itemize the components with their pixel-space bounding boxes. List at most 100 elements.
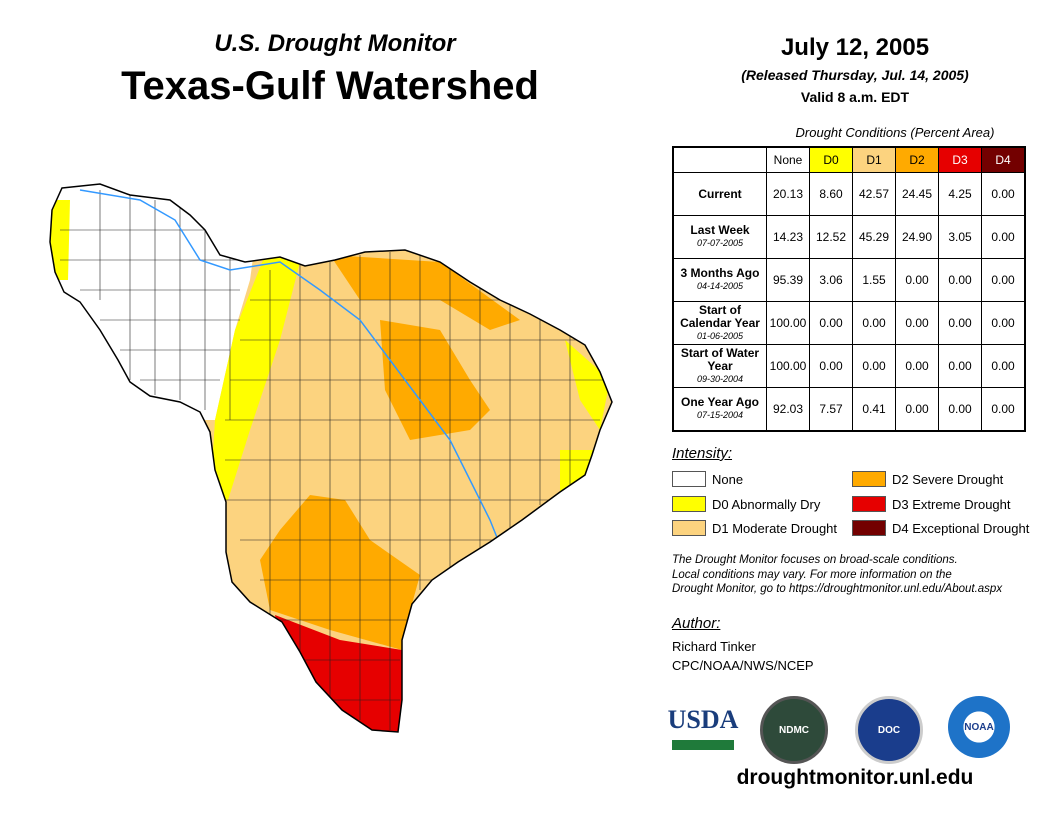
row-label-text: Last Week xyxy=(690,223,750,237)
row-label: Current xyxy=(672,172,767,216)
table-cell: 14.23 xyxy=(766,215,810,259)
table-row: Start of Calendar Year 01-06-2005 100.00 0.… xyxy=(672,301,1026,345)
release-date: (Released Thursday, Jul. 14, 2005) xyxy=(741,67,969,83)
table-cell: 0.00 xyxy=(981,215,1026,259)
drought-stats-table: None D0 D1 D2 D3 D4 Current 20.13 8.60 42.57 24.45… xyxy=(672,146,1026,432)
legend-label: D0 Abnormally Dry xyxy=(712,496,821,512)
page-title: Texas-Gulf Watershed xyxy=(121,64,539,108)
table-cell: 3.06 xyxy=(809,258,853,302)
legend-title: Intensity: xyxy=(672,445,733,462)
table-cell: 0.00 xyxy=(809,344,853,388)
table-cell: 3.05 xyxy=(938,215,982,259)
column-header: D0 xyxy=(809,146,853,173)
row-label-text: 3 Months Ago xyxy=(680,266,760,280)
legend-label: D1 Moderate Drought xyxy=(712,520,838,536)
column-header: D3 xyxy=(938,146,982,173)
row-date: 04-14-2005 xyxy=(696,281,744,291)
legend-item: D3 Extreme Drought xyxy=(852,496,1011,512)
table-cell: 0.00 xyxy=(895,387,939,432)
ndmc-logo: NDMC xyxy=(760,696,828,764)
valid-time: Valid 8 a.m. EDT xyxy=(800,89,910,105)
table-row: Last Week 07-07-2005 14.23 12.52 45.29 24.90 3… xyxy=(672,215,1026,259)
row-label: Start of Calendar Year 01-06-2005 xyxy=(672,301,767,345)
legend-item: D1 Moderate Drought xyxy=(672,520,837,536)
table-cell: 0.00 xyxy=(981,387,1026,432)
table-row: Start of Water Year 09-30-2004 100.00 0.00 0… xyxy=(672,344,1026,388)
author-info: Richard Tinker CPC/NOAA/NWS/NCEP xyxy=(672,637,814,675)
d0-area-east xyxy=(565,340,610,430)
legend-swatch xyxy=(852,471,886,487)
legend-swatch xyxy=(672,520,706,536)
table-cell: 8.60 xyxy=(809,172,853,216)
table-cell: 0.00 xyxy=(938,344,982,388)
table-cell: 4.25 xyxy=(938,172,982,216)
row-date: 07-07-2005 xyxy=(696,238,744,248)
row-label: Last Week 07-07-2005 xyxy=(672,215,767,259)
row-label: One Year Ago 07-15-2004 xyxy=(672,387,767,432)
table-cell: 100.00 xyxy=(766,344,810,388)
table-cell: 0.00 xyxy=(981,258,1026,302)
table-cell: 92.03 xyxy=(766,387,810,432)
legend-item: None xyxy=(672,471,743,487)
table-cell: 12.52 xyxy=(809,215,853,259)
table-cell: 0.41 xyxy=(852,387,896,432)
row-date: 01-06-2005 xyxy=(696,330,744,341)
table-row: Current 20.13 8.60 42.57 24.45 4.25 0.00 xyxy=(672,172,1026,216)
table-row: One Year Ago 07-15-2004 92.03 7.57 0.41 0.00 0… xyxy=(672,387,1026,432)
table-cell: 0.00 xyxy=(981,301,1026,345)
note-line: Local conditions may vary. For more info… xyxy=(672,568,952,581)
noaa-logo: NOAA xyxy=(948,696,1010,758)
table-cell: 0.00 xyxy=(895,344,939,388)
table-cell: 95.39 xyxy=(766,258,810,302)
table-cell: 24.45 xyxy=(895,172,939,216)
legend-label: D3 Extreme Drought xyxy=(892,496,1011,512)
row-date: 07-15-2004 xyxy=(696,410,744,420)
row-label-text: Start of Water Year xyxy=(680,345,760,373)
doc-logo: DOC xyxy=(855,696,923,764)
map-date: July 12, 2005 xyxy=(780,34,930,61)
table-cell: 0.00 xyxy=(981,344,1026,388)
column-header: D2 xyxy=(895,146,939,173)
note-line: The Drought Monitor focuses on broad-sca… xyxy=(672,554,958,566)
legend-label: D2 Severe Drought xyxy=(892,471,1004,487)
table-cell: 7.57 xyxy=(809,387,853,432)
row-label-text: Start of Calendar Year xyxy=(680,302,760,330)
legend-swatch xyxy=(852,496,886,512)
watershed-map xyxy=(49,183,613,733)
blank-cell xyxy=(673,147,767,173)
d0-area xyxy=(210,255,300,500)
legend-label: None xyxy=(712,471,744,487)
row-label-text: One Year Ago xyxy=(680,395,760,409)
table-cell: 100.00 xyxy=(766,301,810,345)
row-label: Start of Water Year 09-30-2004 xyxy=(672,344,767,388)
author-name: Richard Tinker xyxy=(672,639,756,654)
disclaimer-note: The Drought Monitor focuses on broad-sca… xyxy=(672,553,1042,597)
table-cell: 0.00 xyxy=(938,258,982,302)
usda-logo: USDA xyxy=(668,700,738,750)
d0-area-west xyxy=(50,200,70,280)
table-cell: 20.13 xyxy=(766,172,810,216)
legend-item: D2 Severe Drought xyxy=(852,471,1003,487)
website-url[interactable]: droughtmonitor.unl.edu xyxy=(736,766,974,789)
table-cell: 0.00 xyxy=(852,344,896,388)
author-org: CPC/NOAA/NWS/NCEP xyxy=(672,658,814,673)
legend-item: D0 Abnormally Dry xyxy=(672,496,820,512)
column-header: D4 xyxy=(981,146,1026,173)
table-caption: Drought Conditions (Percent Area) xyxy=(795,125,995,140)
table-cell: 0.00 xyxy=(809,301,853,345)
table-cell: 0.00 xyxy=(895,301,939,345)
river xyxy=(79,189,501,546)
legend-swatch xyxy=(672,471,706,487)
table-cell: 45.29 xyxy=(852,215,896,259)
column-header: None xyxy=(766,146,810,173)
table-cell: 0.00 xyxy=(852,301,896,345)
column-header: D1 xyxy=(852,146,896,173)
note-line: Drought Monitor, go to https://droughtmo… xyxy=(672,583,1003,595)
legend-swatch xyxy=(672,496,706,512)
legend-item: D4 Exceptional Drought xyxy=(852,520,1029,536)
author-title: Author: xyxy=(672,615,721,632)
table-cell: 0.00 xyxy=(895,258,939,302)
legend-label: D4 Exceptional Drought xyxy=(892,520,1030,536)
table-cell: 42.57 xyxy=(852,172,896,216)
